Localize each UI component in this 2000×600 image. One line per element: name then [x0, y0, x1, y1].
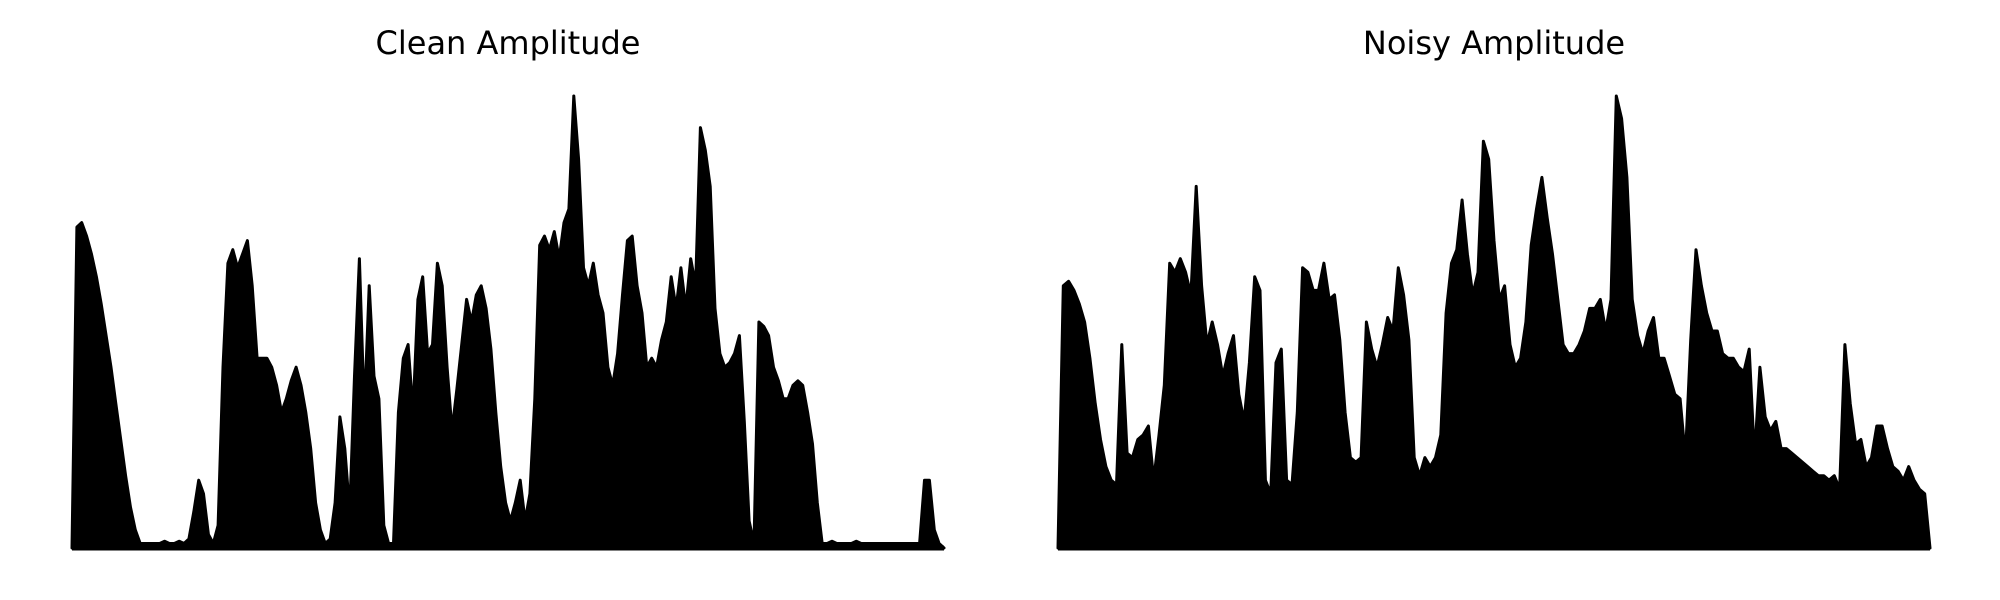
- chart-title-noisy-amplitude: Noisy Amplitude: [1362, 24, 1626, 62]
- chart-title-clean-amplitude: Clean Amplitude: [375, 24, 641, 62]
